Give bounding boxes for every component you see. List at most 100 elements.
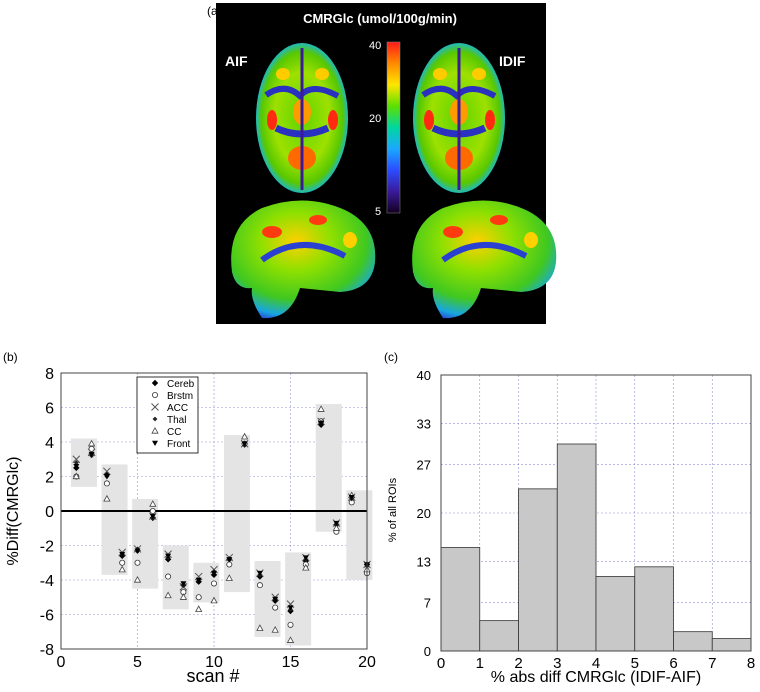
point-cc (256, 624, 264, 631)
y-tick-label: 0 (45, 504, 54, 521)
y-tick-label: 6 (45, 401, 54, 418)
y-tick-label: 7 (424, 596, 431, 611)
point-cc (332, 524, 341, 531)
point-brstm (103, 480, 110, 487)
histogram-bar (595, 576, 636, 652)
legend-label-cereb: Cereb (167, 379, 195, 390)
point-cc (240, 432, 249, 440)
plot-b-points (72, 405, 371, 643)
point-cc (317, 405, 325, 412)
aif-label: AIF (225, 53, 248, 69)
plot-b-xlabel: scan # (186, 666, 239, 686)
histogram-bar (518, 488, 558, 652)
point-front (348, 495, 355, 501)
histogram-bar (440, 547, 481, 652)
point-brstm (134, 559, 141, 566)
point-front (272, 596, 279, 602)
x-tick-label: 1 (476, 655, 484, 672)
point-cc (164, 591, 172, 599)
point-front (226, 557, 233, 563)
point-cc (118, 565, 126, 573)
point-front (88, 451, 95, 458)
y-tick-label: 4 (45, 435, 54, 452)
legend-marker-cereb (151, 379, 159, 387)
plot-c-frame (440, 374, 752, 652)
y-tick-label: -2 (40, 539, 54, 556)
legend-marker-front (152, 440, 158, 446)
x-tick-label: 6 (669, 655, 677, 672)
aif-axial-brain-image (256, 43, 348, 193)
plot-c-tick-labels: 0 7 13 20 27 33 40 0 1 2 3 4 5 6 7 8 (417, 368, 756, 672)
point-acc (103, 467, 111, 476)
point-cc (271, 626, 279, 633)
x-tick-label: 0 (437, 655, 445, 672)
point-brstm (226, 561, 233, 568)
x-tick-label: 7 (708, 655, 716, 672)
legend-label-acc: ACC (167, 403, 188, 414)
point-cc (72, 472, 80, 480)
histogram-bar (556, 443, 597, 652)
point-thal (73, 460, 79, 466)
histogram-bar (634, 566, 674, 652)
point-acc (72, 455, 81, 464)
legend-label-brstm: Brstm (167, 391, 193, 402)
point-brstm (287, 621, 294, 628)
point-cc (87, 439, 96, 447)
point-front (73, 463, 80, 470)
x-tick-label: 0 (57, 654, 66, 671)
point-cc (149, 500, 157, 507)
histogram-bar (479, 620, 519, 652)
y-tick-label: 0 (424, 644, 431, 659)
point-cc (195, 605, 203, 612)
point-brstm (210, 580, 217, 587)
point-brstm (272, 604, 279, 611)
point-front (180, 581, 187, 587)
y-tick-label: 20 (417, 506, 431, 521)
point-front (119, 551, 126, 558)
y-tick-label: 8 (45, 366, 54, 383)
y-tick-label: -8 (40, 642, 54, 659)
y-tick-label: 2 (45, 470, 54, 487)
x-tick-label: 2 (514, 655, 522, 672)
legend-box (136, 376, 199, 454)
x-tick-label: 15 (282, 654, 300, 671)
legend-marker-acc (151, 403, 159, 411)
point-front (287, 605, 294, 611)
panel-c: (c) 0 7 13 20 27 33 40 0 1 2 3 4 5 6 7 8 % abs diff CMR… (384, 350, 755, 686)
y-tick-label: -6 (40, 608, 54, 625)
y-tick-label: -4 (40, 573, 54, 590)
point-cc (103, 494, 111, 502)
x-tick-label: 3 (553, 655, 561, 672)
point-front (195, 577, 202, 583)
panel-b-label: (b) (3, 350, 18, 364)
point-brstm (256, 582, 263, 589)
point-front (103, 474, 110, 480)
colorbar-title: CMRGlc (umol/100g/min) (303, 11, 457, 26)
legend-marker-brstm (151, 391, 158, 398)
point-front (165, 553, 172, 559)
range-bar (223, 435, 250, 593)
y-tick-label: 33 (417, 416, 431, 431)
colorbar-tick-20: 20 (369, 113, 381, 125)
y-tick-label: 27 (417, 458, 431, 473)
plot-b-range-bars (70, 404, 373, 646)
colorbar (386, 41, 401, 214)
y-tick-label: 40 (417, 368, 431, 383)
panel-a: (a) CMRGlc (umol/100g/min) AIF IDIF (207, 3, 557, 324)
point-front (302, 555, 309, 561)
range-bar (132, 498, 159, 589)
x-tick-label: 8 (747, 655, 755, 672)
plot-c-ylabel: % of all ROIs (387, 477, 399, 542)
y-tick-label: 13 (417, 554, 431, 569)
point-front (149, 513, 156, 520)
point-cc (179, 593, 188, 600)
point-cc (286, 636, 295, 643)
legend-label-front: Front (167, 439, 191, 450)
x-tick-label: 20 (358, 654, 376, 671)
legend-marker-cc (151, 426, 159, 434)
point-cc (210, 596, 218, 604)
legend-label-thal: Thal (167, 415, 186, 426)
histogram-bar (711, 638, 752, 652)
